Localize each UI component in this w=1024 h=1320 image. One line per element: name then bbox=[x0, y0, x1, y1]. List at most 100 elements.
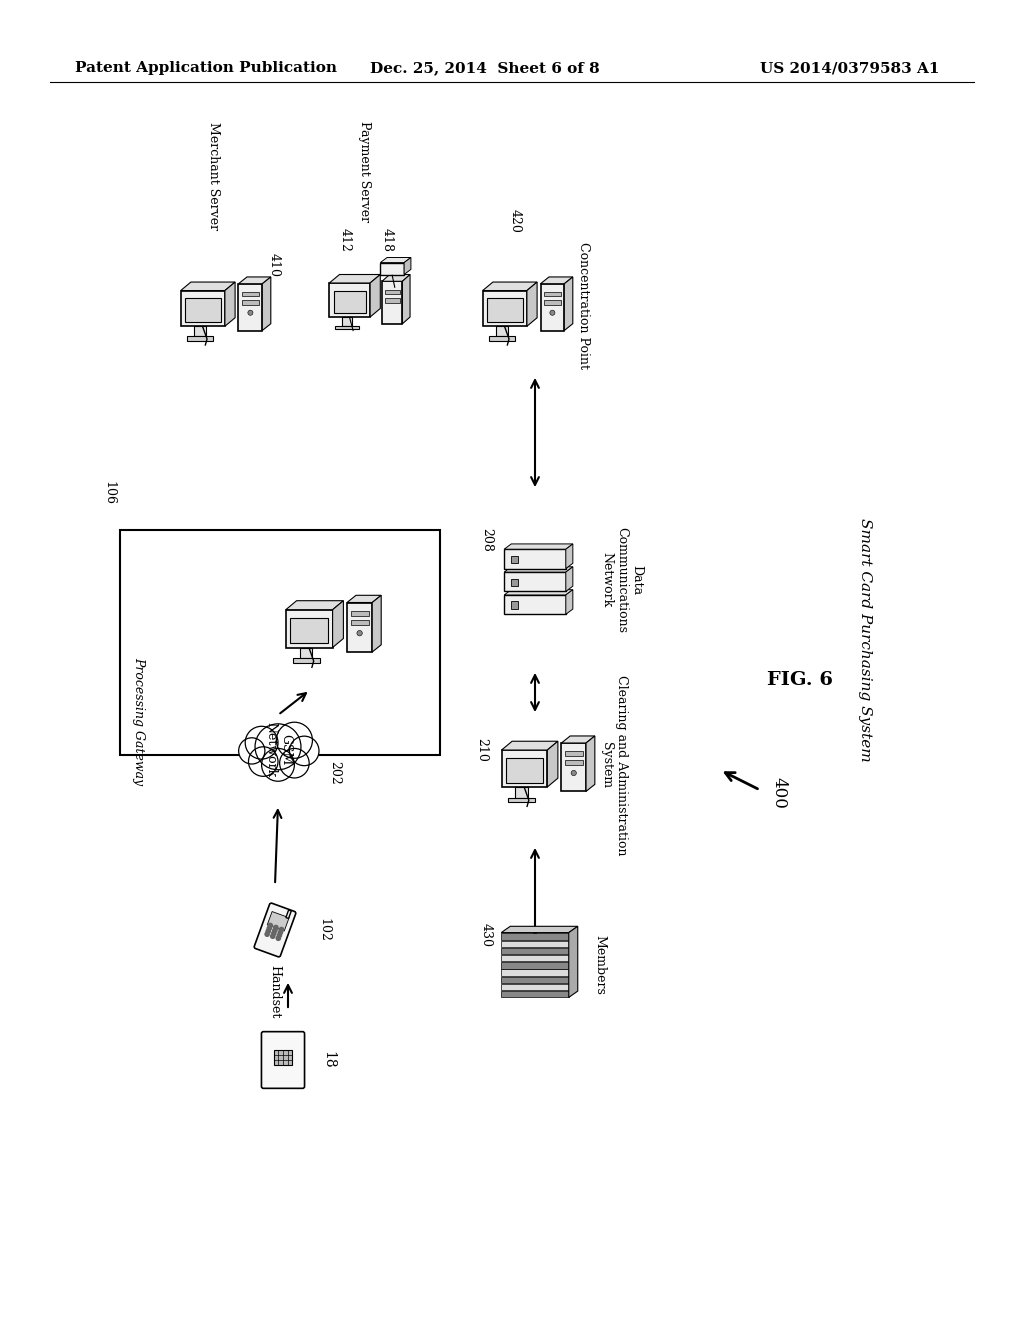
FancyBboxPatch shape bbox=[511, 578, 518, 586]
Polygon shape bbox=[333, 601, 343, 648]
FancyBboxPatch shape bbox=[502, 750, 547, 787]
Polygon shape bbox=[561, 737, 595, 743]
FancyBboxPatch shape bbox=[502, 969, 568, 975]
Text: 410: 410 bbox=[268, 253, 281, 277]
Circle shape bbox=[270, 935, 274, 939]
Text: Patent Application Publication: Patent Application Publication bbox=[75, 61, 337, 75]
Circle shape bbox=[280, 928, 284, 932]
Polygon shape bbox=[566, 590, 572, 614]
Polygon shape bbox=[586, 737, 595, 792]
Circle shape bbox=[550, 310, 555, 315]
Polygon shape bbox=[404, 257, 411, 275]
FancyBboxPatch shape bbox=[504, 595, 566, 614]
FancyBboxPatch shape bbox=[347, 602, 372, 652]
FancyBboxPatch shape bbox=[286, 909, 291, 919]
Circle shape bbox=[290, 737, 319, 766]
FancyBboxPatch shape bbox=[380, 263, 404, 275]
Polygon shape bbox=[180, 282, 236, 290]
Text: Smart Card Purchasing System: Smart Card Purchasing System bbox=[858, 519, 872, 762]
Text: 208: 208 bbox=[480, 528, 493, 552]
Polygon shape bbox=[482, 282, 538, 290]
FancyBboxPatch shape bbox=[565, 760, 583, 764]
Circle shape bbox=[273, 925, 279, 929]
FancyBboxPatch shape bbox=[515, 787, 527, 797]
FancyBboxPatch shape bbox=[185, 298, 220, 322]
Polygon shape bbox=[382, 275, 410, 281]
Text: 202: 202 bbox=[328, 762, 341, 785]
Polygon shape bbox=[330, 275, 380, 282]
FancyBboxPatch shape bbox=[489, 337, 515, 341]
Polygon shape bbox=[286, 601, 343, 610]
Polygon shape bbox=[372, 595, 381, 652]
Circle shape bbox=[571, 771, 577, 776]
Circle shape bbox=[279, 931, 283, 935]
Polygon shape bbox=[566, 544, 572, 569]
Text: 18: 18 bbox=[321, 1051, 335, 1069]
FancyBboxPatch shape bbox=[502, 977, 568, 983]
Circle shape bbox=[271, 931, 275, 936]
Circle shape bbox=[249, 747, 278, 776]
FancyBboxPatch shape bbox=[330, 282, 370, 317]
Polygon shape bbox=[547, 742, 558, 787]
FancyBboxPatch shape bbox=[502, 983, 568, 990]
FancyBboxPatch shape bbox=[504, 549, 566, 569]
FancyBboxPatch shape bbox=[350, 620, 369, 624]
Circle shape bbox=[261, 748, 295, 781]
Text: FIG. 6: FIG. 6 bbox=[767, 671, 833, 689]
Polygon shape bbox=[347, 595, 381, 602]
FancyBboxPatch shape bbox=[239, 284, 262, 330]
Text: 430: 430 bbox=[480, 923, 493, 946]
Circle shape bbox=[268, 924, 272, 928]
FancyBboxPatch shape bbox=[194, 326, 206, 337]
Circle shape bbox=[248, 310, 253, 315]
FancyBboxPatch shape bbox=[242, 292, 259, 297]
FancyBboxPatch shape bbox=[350, 611, 369, 616]
Polygon shape bbox=[225, 282, 236, 326]
Circle shape bbox=[266, 929, 270, 933]
FancyBboxPatch shape bbox=[293, 659, 319, 663]
FancyBboxPatch shape bbox=[300, 648, 312, 659]
FancyBboxPatch shape bbox=[511, 556, 518, 562]
Polygon shape bbox=[566, 566, 572, 591]
Text: 418: 418 bbox=[381, 228, 393, 252]
FancyBboxPatch shape bbox=[290, 618, 328, 643]
Text: Dec. 25, 2014  Sheet 6 of 8: Dec. 25, 2014 Sheet 6 of 8 bbox=[370, 61, 600, 75]
FancyBboxPatch shape bbox=[286, 610, 333, 648]
FancyBboxPatch shape bbox=[254, 903, 296, 957]
Text: Processing Gateway: Processing Gateway bbox=[132, 657, 145, 785]
Polygon shape bbox=[564, 277, 572, 330]
Circle shape bbox=[245, 726, 278, 759]
Text: GSM
Network: GSM Network bbox=[264, 722, 292, 777]
Text: Concentration Point: Concentration Point bbox=[577, 242, 590, 368]
Polygon shape bbox=[370, 275, 380, 317]
Polygon shape bbox=[504, 544, 572, 549]
Text: 210: 210 bbox=[475, 738, 488, 762]
Text: Clearing and Administration
System: Clearing and Administration System bbox=[600, 675, 628, 855]
FancyBboxPatch shape bbox=[273, 1049, 292, 1065]
FancyBboxPatch shape bbox=[342, 317, 351, 326]
FancyBboxPatch shape bbox=[180, 290, 225, 326]
FancyBboxPatch shape bbox=[187, 337, 213, 341]
FancyBboxPatch shape bbox=[541, 284, 564, 330]
FancyBboxPatch shape bbox=[544, 292, 561, 297]
FancyBboxPatch shape bbox=[511, 602, 518, 609]
FancyBboxPatch shape bbox=[482, 290, 527, 326]
FancyBboxPatch shape bbox=[120, 531, 440, 755]
Polygon shape bbox=[568, 927, 578, 998]
Circle shape bbox=[280, 748, 309, 777]
Text: 102: 102 bbox=[317, 919, 330, 942]
FancyBboxPatch shape bbox=[544, 300, 561, 305]
FancyBboxPatch shape bbox=[487, 298, 522, 322]
Text: Handset: Handset bbox=[268, 965, 282, 1019]
FancyBboxPatch shape bbox=[504, 572, 566, 591]
FancyBboxPatch shape bbox=[506, 758, 543, 783]
FancyBboxPatch shape bbox=[502, 941, 568, 946]
FancyBboxPatch shape bbox=[502, 991, 568, 998]
Circle shape bbox=[265, 932, 269, 936]
Circle shape bbox=[239, 738, 265, 764]
Polygon shape bbox=[380, 257, 411, 263]
FancyBboxPatch shape bbox=[382, 281, 402, 323]
Polygon shape bbox=[262, 277, 270, 330]
FancyBboxPatch shape bbox=[267, 912, 289, 931]
FancyBboxPatch shape bbox=[335, 326, 358, 329]
